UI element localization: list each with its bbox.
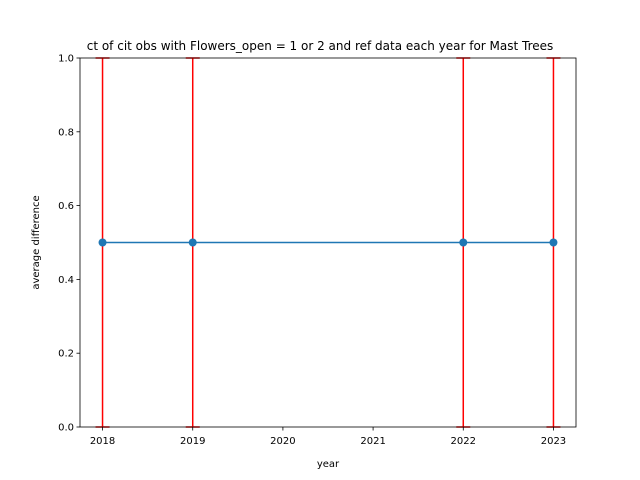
plot-frame — [79, 57, 577, 428]
x-tick-label: 2020 — [270, 436, 295, 447]
x-tick-label: 2019 — [180, 436, 205, 447]
y-tick-label: 1.0 — [58, 54, 74, 65]
y-tick-label: 0.4 — [58, 275, 74, 286]
y-tick-label: 0.2 — [58, 349, 74, 360]
x-tick-label: 2018 — [90, 436, 115, 447]
data-point — [98, 238, 107, 247]
x-tick-label: 2022 — [451, 436, 476, 447]
data-point — [549, 238, 558, 247]
y-tick-label: 0.0 — [58, 423, 74, 434]
y-axis-ticks: 0.0 0.2 0.4 0.6 0.8 1.0 — [58, 54, 80, 434]
chart-title: ct of cit obs with Flowers_open = 1 or 2… — [87, 39, 554, 53]
data-point — [188, 238, 197, 247]
y-tick-label: 0.6 — [58, 201, 74, 212]
y-tick-label: 0.8 — [58, 127, 74, 138]
y-axis-label: average difference — [31, 195, 42, 289]
x-tick-label: 2021 — [360, 436, 385, 447]
x-axis-label: year — [317, 459, 340, 470]
data-point — [459, 238, 468, 247]
x-tick-label: 2023 — [541, 436, 566, 447]
data-points — [98, 238, 558, 247]
x-axis-ticks: 2018 2019 2020 2021 2022 2023 — [90, 427, 566, 447]
